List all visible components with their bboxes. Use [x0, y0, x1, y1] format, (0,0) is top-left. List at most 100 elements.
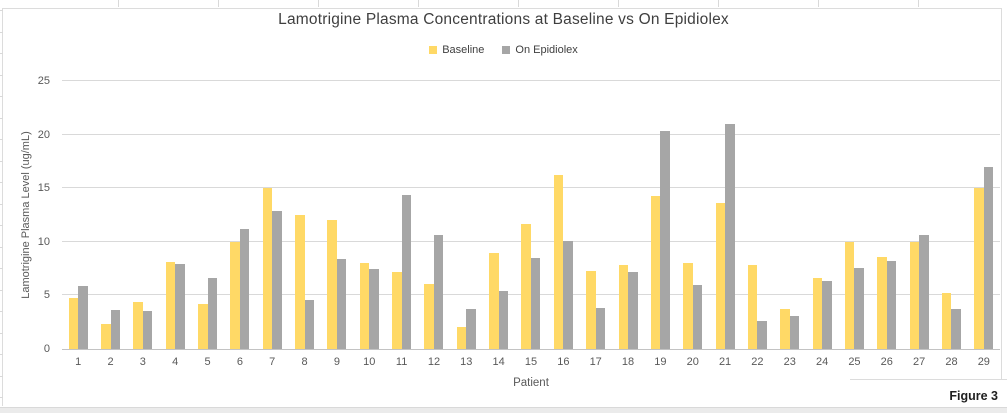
bar-on-epidiolex-patient-28: [951, 309, 961, 349]
bar-baseline-patient-8: [295, 215, 305, 349]
bar-group-patient-14: [482, 81, 514, 349]
x-axis-tick-labels: 1 2 3 4 5 6 7 8 9 10 11 12 13 14 15 16 17 18 19 20 21 22 23 24 2…: [62, 356, 1000, 369]
bar-on-epidiolex-patient-7: [272, 210, 282, 349]
chart-title: Lamotrigine Plasma Concentrations at Bas…: [278, 11, 729, 28]
plot-area: [62, 80, 1000, 350]
bar-baseline-patient-19: [650, 195, 661, 349]
sheet-column-tick: [618, 0, 619, 7]
bar-on-epidiolex-patient-26: [886, 261, 897, 349]
bar-group-patient-1: [62, 81, 94, 349]
baseline-swatch-icon: [429, 46, 438, 54]
bar-group-patient-6: [224, 81, 256, 349]
bar-group-patient-20: [677, 81, 709, 349]
bar-baseline-patient-7: [262, 188, 273, 349]
chart-border-top: [2, 8, 1002, 9]
bar-baseline-patient-16: [553, 175, 564, 349]
x-tick-label-5: 5: [204, 356, 211, 368]
bar-baseline-patient-2: [101, 324, 111, 349]
sheet-row-gridline: [850, 379, 1007, 380]
bar-on-epidiolex-patient-20: [692, 284, 703, 349]
figure-label: Figure 3: [949, 389, 998, 403]
bar-on-epidiolex-patient-12: [433, 235, 444, 349]
x-tick-label-1: 1: [75, 356, 82, 368]
chart-border-right: [1001, 8, 1002, 380]
bar-group-patient-13: [450, 81, 482, 349]
bar-group-patient-24: [806, 81, 838, 349]
bar-on-epidiolex-patient-8: [304, 299, 315, 349]
gridline-15: [62, 187, 1000, 189]
x-tick-label-27: 27: [913, 356, 926, 368]
bar-baseline-patient-18: [618, 265, 629, 349]
sheet-row-tick: [0, 268, 3, 269]
legend-item-baseline: Baseline: [429, 44, 484, 56]
bar-on-epidiolex-patient-1: [78, 285, 88, 349]
x-tick-label-15: 15: [524, 356, 538, 368]
bar-baseline-patient-5: [198, 303, 208, 349]
sheet-row-tick: [0, 246, 3, 248]
bar-baseline-patient-6: [230, 241, 240, 349]
sheet-column-tick: [418, 0, 419, 7]
bar-on-epidiolex-patient-27: [919, 235, 929, 349]
bar-group-patient-7: [256, 81, 288, 349]
bar-group-patient-10: [353, 81, 385, 349]
sheet-row-tick: [0, 182, 3, 183]
bar-baseline-patient-20: [683, 263, 693, 349]
x-tick-label-23: 23: [783, 356, 796, 368]
bar-group-patient-19: [644, 81, 676, 349]
bar-baseline-patient-22: [747, 265, 758, 349]
bar-on-epidiolex-patient-6: [239, 228, 250, 349]
y-tick-label-5: 5: [43, 289, 50, 302]
bar-group-patient-12: [418, 81, 450, 349]
sheet-column-tick: [718, 0, 719, 7]
bar-on-epidiolex-patient-19: [660, 131, 670, 349]
x-tick-label-12: 12: [427, 356, 441, 368]
sheet-column-tick: [518, 0, 519, 7]
legend-label-epidiolex: On Epidiolex: [515, 44, 578, 56]
bar-baseline-patient-21: [715, 203, 726, 349]
sheet-row-tick: [0, 160, 3, 162]
x-tick-label-25: 25: [848, 356, 861, 368]
bar-group-patient-26: [871, 81, 903, 349]
bar-baseline-patient-10: [359, 263, 370, 349]
bar-on-epidiolex-patient-21: [725, 123, 735, 349]
sheet-row-tick: [0, 96, 3, 97]
x-tick-label-13: 13: [460, 356, 473, 368]
bar-on-epidiolex-patient-18: [628, 271, 638, 349]
bar-baseline-patient-28: [941, 293, 952, 349]
sheet-row-tick: [0, 139, 3, 140]
sheet-row-tick: [0, 354, 3, 355]
bar-on-epidiolex-patient-16: [563, 240, 573, 349]
sheet-row-tick: [0, 311, 3, 312]
bar-group-patient-9: [321, 81, 353, 349]
bar-baseline-patient-27: [909, 241, 920, 349]
sheet-row-tick: [0, 53, 3, 54]
bar-baseline-patient-17: [586, 270, 596, 349]
sheet-row-tick: [0, 203, 3, 205]
x-tick-label-10: 10: [363, 356, 376, 368]
bar-baseline-patient-23: [780, 309, 790, 349]
bar-group-patient-5: [191, 81, 223, 349]
sheet-row-tick: [0, 289, 3, 291]
bar-group-patient-23: [774, 81, 806, 349]
bar-baseline-patient-26: [877, 256, 887, 349]
bar-group-patient-27: [903, 81, 935, 349]
bar-on-epidiolex-patient-29: [983, 166, 994, 349]
bar-baseline-patient-13: [456, 326, 467, 349]
sheet-column-tick: [918, 0, 919, 7]
y-tick-label-25: 25: [37, 75, 50, 87]
bar-group-patient-3: [127, 81, 159, 349]
chart-border-left: [2, 8, 3, 406]
bar-baseline-patient-14: [489, 252, 499, 349]
x-tick-label-8: 8: [301, 356, 308, 368]
sheet-column-tick: [818, 0, 819, 7]
x-tick-label-7: 7: [269, 356, 276, 368]
x-tick-label-16: 16: [557, 356, 570, 368]
sheet-row-tick: [0, 397, 3, 398]
x-tick-label-6: 6: [236, 356, 243, 368]
y-axis-title: Lamotrigine Plasma Level (ug/mL): [20, 131, 32, 299]
y-tick-label-10: 10: [37, 235, 50, 248]
bar-on-epidiolex-patient-15: [530, 257, 541, 349]
x-tick-label-24: 24: [815, 356, 829, 368]
legend-item-epidiolex: On Epidiolex: [502, 44, 578, 56]
bar-on-epidiolex-patient-4: [175, 264, 185, 349]
